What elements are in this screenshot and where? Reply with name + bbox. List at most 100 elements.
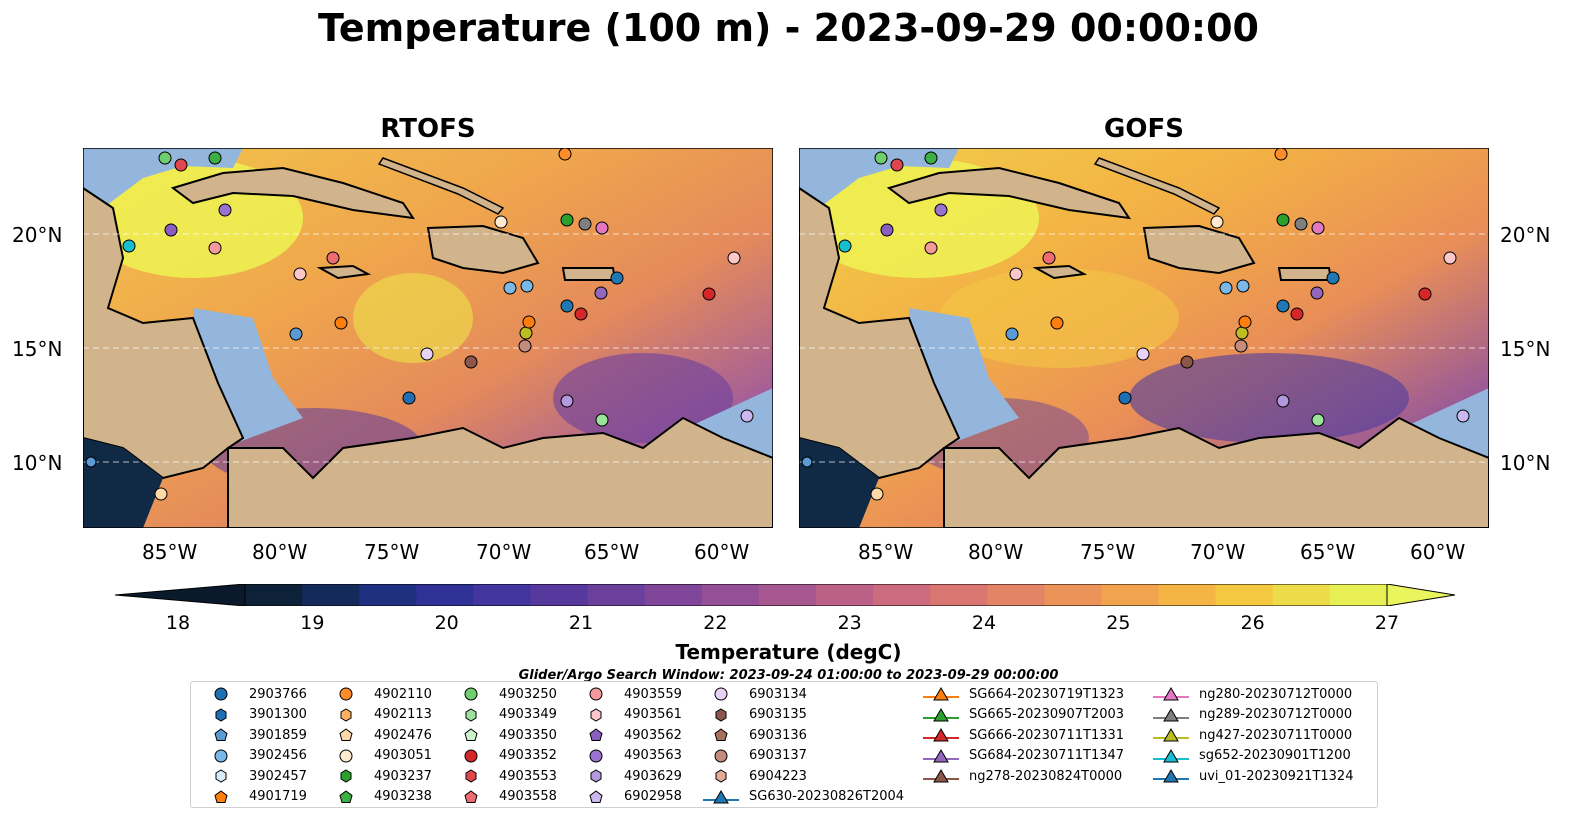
station-markers xyxy=(801,148,1470,501)
glider-marker xyxy=(1326,271,1340,285)
legend-label: 4902476 xyxy=(374,727,432,743)
land-puerto-rico xyxy=(1277,267,1333,281)
legend-label: 6902958 xyxy=(624,789,682,804)
float-marker xyxy=(702,287,716,301)
lon-label: 70°W xyxy=(476,540,532,564)
legend-label: 4903350 xyxy=(499,727,557,743)
legend-entry: 4901719 xyxy=(199,787,307,807)
legend-marker-circle-icon xyxy=(714,749,728,762)
colorbar-tick-label: 26 xyxy=(1240,612,1265,634)
legend-marker-pentagon-icon xyxy=(339,728,353,741)
legend-label: SG684-20230711T1347 xyxy=(969,748,1125,763)
float-marker xyxy=(503,281,517,295)
legend: 2903766 3901300 3901859 3902456 3902457 49017… xyxy=(190,681,1378,808)
glider-marker xyxy=(1310,286,1324,300)
float-marker xyxy=(934,203,948,217)
colorbar-tick-label: 24 xyxy=(971,612,997,634)
colorbar-extend-high xyxy=(1386,584,1455,606)
float-marker xyxy=(518,339,532,353)
lon-label: 80°W xyxy=(968,540,1024,564)
legend-label: 3902457 xyxy=(249,768,307,784)
colorbar-segment xyxy=(245,584,303,606)
land-central-america xyxy=(83,186,245,480)
glider-marker xyxy=(574,307,588,321)
legend-label: 6903136 xyxy=(749,727,807,743)
legend-entry: SG666-20230711T1331 xyxy=(919,725,1124,745)
legend-entry: 4902110 xyxy=(324,684,432,704)
land-bahamas xyxy=(377,157,505,215)
glider-marker xyxy=(594,286,608,300)
legend-label: ng427-20230711T0000 xyxy=(1199,727,1353,743)
lon-label: 80°W xyxy=(252,540,308,564)
colorbar-label: Temperature (degC) xyxy=(675,640,902,664)
legend-entry: 4903250 xyxy=(449,684,557,704)
legend-marker-hexagon-icon xyxy=(715,769,727,783)
legend-marker-hexagon-icon xyxy=(340,707,352,722)
legend-label: 4901719 xyxy=(249,789,307,804)
legend-marker-triangle-line-icon xyxy=(1153,748,1189,762)
legend-entry: 2903766 xyxy=(199,684,307,704)
legend-subtitle: Glider/Argo Search Window: 2023-09-24 01… xyxy=(518,668,1059,683)
legend-marker-pentagon-icon xyxy=(214,728,228,741)
legend-entry: 3902456 xyxy=(199,746,307,766)
legend-entry: 4903237 xyxy=(324,766,432,786)
colorbar-tick-label: 20 xyxy=(434,612,459,634)
colorbar-segment xyxy=(1215,584,1274,606)
glider-marker xyxy=(522,315,536,329)
colorbar-tick-label: 18 xyxy=(165,612,191,634)
legend-entry: 6903134 xyxy=(699,684,807,704)
float-marker xyxy=(1118,391,1132,405)
pacific-ocean xyxy=(799,438,879,528)
land-bahamas xyxy=(1093,157,1221,215)
legend-label: 4903563 xyxy=(624,748,682,763)
legend-marker-pentagon-icon xyxy=(339,789,353,803)
float-marker xyxy=(289,327,303,341)
float-marker xyxy=(464,355,478,369)
lat-label-left: 15°N xyxy=(12,337,63,361)
legend-entry: sg652-20230901T1200 xyxy=(1149,746,1351,766)
glider-marker xyxy=(610,271,624,285)
float-marker xyxy=(164,223,178,237)
legend-label: sg652-20230901T1200 xyxy=(1199,748,1351,763)
legend-label: SG664-20230719T1323 xyxy=(969,686,1125,702)
legend-label: 4903237 xyxy=(374,768,432,784)
warm-patch xyxy=(353,273,473,363)
land-puerto-rico xyxy=(561,267,617,281)
colorbar-segment xyxy=(416,584,474,606)
land-hispaniola xyxy=(1142,224,1256,275)
legend-marker-pentagon-icon xyxy=(589,728,603,741)
glider-marker xyxy=(1276,299,1290,313)
colorbar-segment xyxy=(473,584,531,606)
legend-entry: ng289-20230712T0000 xyxy=(1149,705,1352,725)
float-marker xyxy=(1443,251,1457,265)
legend-marker-triangle-line-icon xyxy=(923,748,959,762)
lat-label-right: 20°N xyxy=(1500,223,1551,247)
legend-marker-circle-icon xyxy=(214,749,228,762)
legend-marker-triangle-line-icon xyxy=(923,728,959,742)
glider-marker xyxy=(1238,315,1252,329)
legend-label: uvi_01-20230921T1324 xyxy=(1199,768,1354,784)
colorbar-segment xyxy=(873,584,931,606)
legend-marker-hexagon-icon xyxy=(215,707,227,722)
float-marker xyxy=(890,158,904,172)
legend-entry: SG684-20230711T1347 xyxy=(919,746,1124,766)
float-marker xyxy=(558,148,572,161)
glider-marker xyxy=(1290,307,1304,321)
map-panel-rtofs xyxy=(83,148,773,528)
colorbar-segment xyxy=(816,584,874,606)
lon-label: 85°W xyxy=(858,540,914,564)
legend-marker-hexagon-icon xyxy=(590,707,602,722)
legend-entry: SG665-20230907T2003 xyxy=(919,705,1124,725)
legend-entry: 6903135 xyxy=(699,705,807,725)
legend-entry: 4903352 xyxy=(449,746,557,766)
colorbar-segment xyxy=(987,584,1045,606)
lat-label-left: 10°N xyxy=(12,451,63,475)
legend-marker-pentagon-icon xyxy=(464,728,478,741)
colorbar-segment xyxy=(530,584,589,606)
float-marker xyxy=(1456,409,1470,423)
pacific-ocean xyxy=(83,438,163,528)
legend-entry: 4903563 xyxy=(574,746,682,766)
float-marker xyxy=(880,223,894,237)
lon-label: 60°W xyxy=(694,540,750,564)
legend-entry: uvi_01-20230921T1324 xyxy=(1149,766,1353,786)
